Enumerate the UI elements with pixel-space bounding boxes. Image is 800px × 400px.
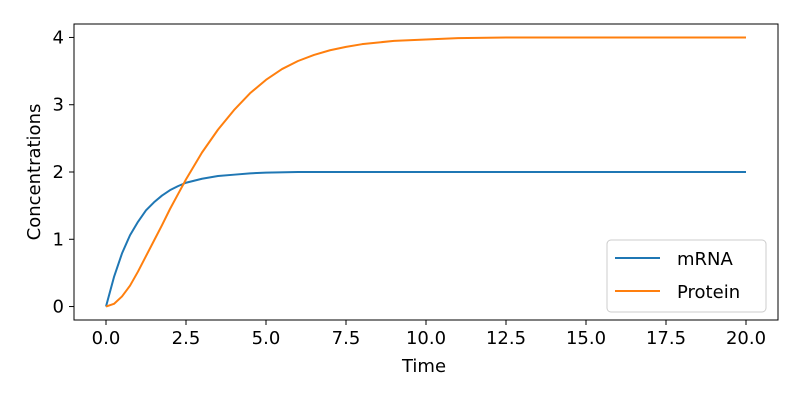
x-tick-label: 15.0 <box>566 328 606 349</box>
legend-label-protein: Protein <box>677 282 740 303</box>
x-tick-label: 0.0 <box>92 328 121 349</box>
x-axis-label: Time <box>401 356 446 377</box>
series-line-mrna <box>105 171 746 307</box>
y-axis-ticks: 0 1 2 3 4 <box>53 27 74 318</box>
y-tick-label: 0 <box>53 297 64 318</box>
x-tick-label: 17.5 <box>646 328 686 349</box>
x-tick-label: 2.5 <box>172 328 201 349</box>
legend: mRNA Protein <box>606 239 767 313</box>
series-lines <box>105 36 746 308</box>
y-tick-label: 1 <box>53 229 64 250</box>
y-tick-label: 2 <box>53 162 64 183</box>
x-tick-label: 5.0 <box>252 328 281 349</box>
y-tick-label: 3 <box>53 95 64 116</box>
x-axis-ticks: 0.0 2.5 5.0 7.5 10.0 12.5 15.0 17.5 20.0 <box>92 320 766 349</box>
legend-label-mrna: mRNA <box>677 249 734 270</box>
plot-area: 0.0 2.5 5.0 7.5 10.0 12.5 15.0 17.5 20.0 0 1 2 3 4 <box>53 23 779 349</box>
y-tick-label: 4 <box>53 27 64 48</box>
series-line-protein <box>105 36 746 308</box>
x-tick-label: 10.0 <box>406 328 446 349</box>
y-axis-label: Concentrations <box>24 104 45 241</box>
x-tick-label: 7.5 <box>332 328 361 349</box>
x-tick-label: 12.5 <box>486 328 526 349</box>
x-tick-label: 20.0 <box>726 328 766 349</box>
